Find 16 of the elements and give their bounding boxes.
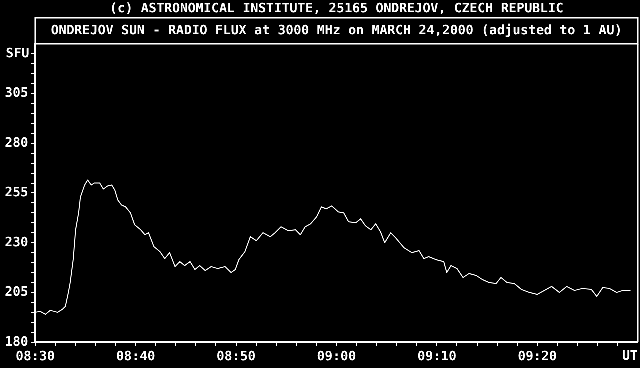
y-axis-title: SFU xyxy=(6,46,30,62)
x-tick-label: 08:30 xyxy=(16,350,56,365)
y-tick-label: 255 xyxy=(4,186,28,201)
y-tick-label: 180 xyxy=(4,334,29,350)
x-tick-label: 09:00 xyxy=(317,350,356,365)
chart-subtitle: ONDREJOV SUN - RADIO FLUX at 3000 MHz on MARCH 24,2000 (adjusted to 1 AU) xyxy=(51,23,622,38)
chart-title: (c) ASTRONOMICAL INSTITUTE, 25165 ONDREJOV, CZECH REPUBLIC xyxy=(110,1,564,16)
x-tick-label: 08:40 xyxy=(116,350,156,365)
x-tick-label: 09:10 xyxy=(418,350,457,365)
x-tick-label: 08:50 xyxy=(216,350,256,365)
y-tick-label: 305 xyxy=(4,86,28,102)
x-axis-title: UT xyxy=(622,348,638,364)
y-tick-label: 280 xyxy=(4,136,29,151)
x-tick-label: 09:20 xyxy=(518,350,558,365)
y-tick-label: 205 xyxy=(4,285,28,300)
y-tick-label: 230 xyxy=(4,235,29,250)
